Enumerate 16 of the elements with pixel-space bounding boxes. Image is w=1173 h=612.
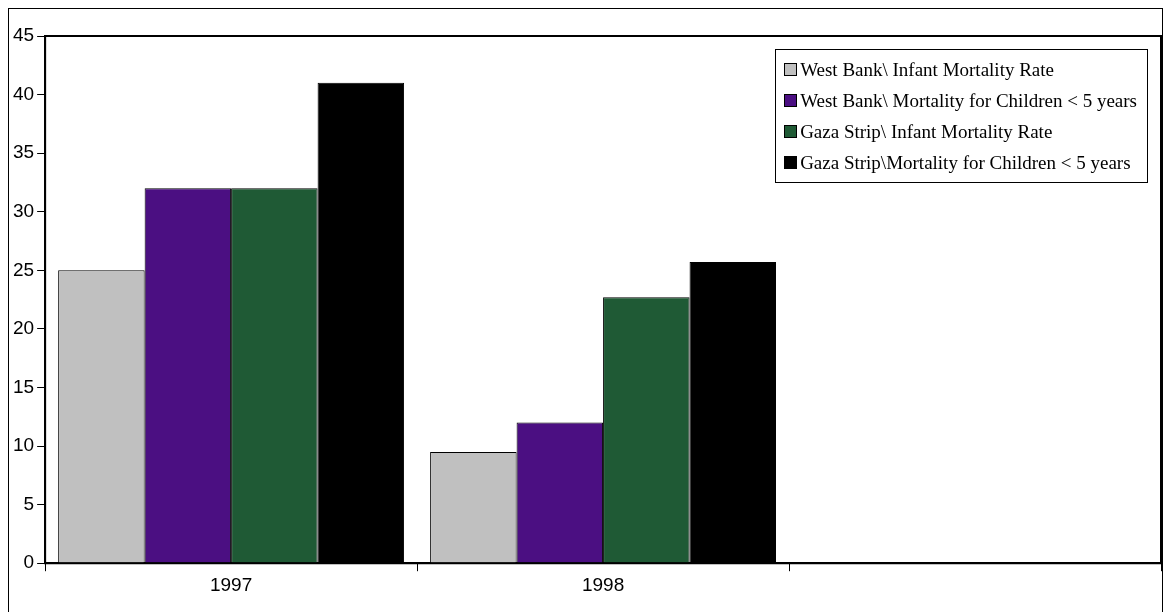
y-tick-label: 15 [12,375,35,397]
legend-label: Gaza Strip\Mortality for Children < 5 years [800,151,1131,174]
y-tick-label: 35 [12,141,35,163]
y-tick-label: 10 [12,434,35,456]
y-tick-label: 20 [12,317,35,339]
y-tick-label: 45 [12,24,35,46]
legend-label: Gaza Strip\ Infant Mortality Rate [800,120,1053,143]
y-tick-label: 40 [12,82,35,104]
y-tick-label: 30 [12,199,35,221]
x-tick-label: 1997 [209,573,253,595]
legend-label: West Bank\ Mortality for Children < 5 years [800,89,1137,112]
x-tick-label: 1998 [581,573,625,595]
y-tick-label: 5 [23,492,35,514]
y-tick-label: 25 [12,258,35,280]
y-tick-label: 0 [23,551,35,573]
legend-label: West Bank\ Infant Mortality Rate [800,58,1054,81]
